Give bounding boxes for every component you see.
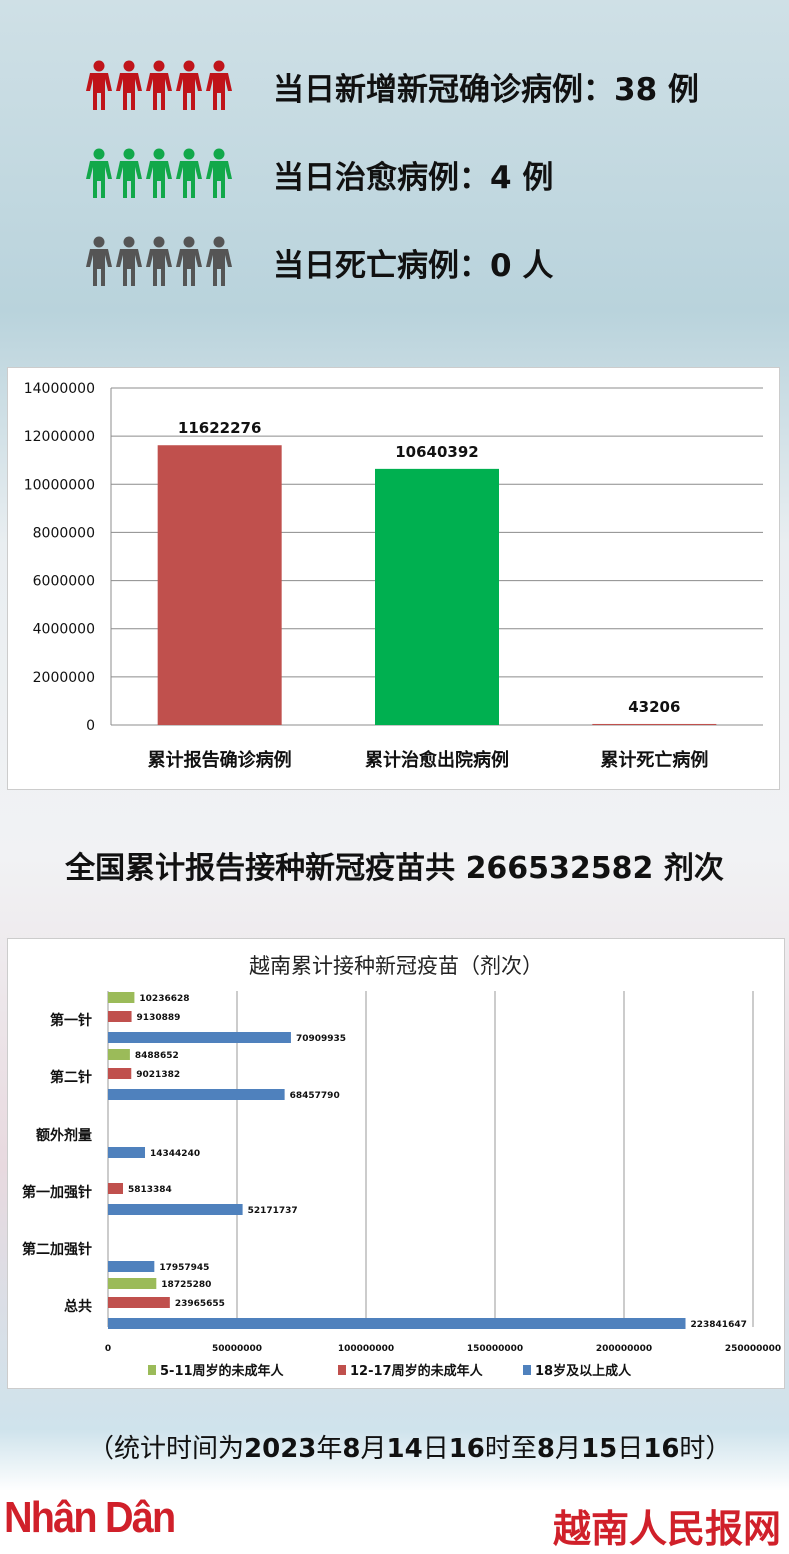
bar [108, 1278, 157, 1289]
person-icon [146, 236, 172, 286]
category-label: 累计死亡病例 [600, 749, 708, 771]
footer: Nhân Dân 越南人民报网 [0, 1490, 789, 1554]
stat-text: 当日新增新冠确诊病例：38 例 [273, 71, 699, 108]
category-label: 总共 [64, 1298, 92, 1315]
bar [108, 1297, 170, 1308]
person-icon [146, 60, 172, 110]
person-icon [86, 236, 112, 286]
vaccine-headline: 全国累计报告接种新冠疫苗共 266532582 剂次 [0, 843, 789, 887]
y-tick-label: 12000000 [24, 429, 95, 445]
x-tick-label: 50000000 [212, 1344, 262, 1354]
legend-swatch [338, 1365, 346, 1375]
legend-label: 18岁及以上成人 [535, 1363, 632, 1379]
data-label: 10236628 [139, 994, 189, 1004]
data-label: 9021382 [136, 1070, 180, 1080]
y-tick-label: 4000000 [33, 622, 95, 638]
legend-swatch [148, 1365, 156, 1375]
person-icon [116, 60, 142, 110]
data-label: 5813384 [128, 1185, 172, 1195]
data-label: 23965655 [175, 1299, 225, 1309]
category-label: 累计报告确诊病例 [148, 749, 292, 771]
person-icon [86, 148, 112, 198]
legend-label: 5-11周岁的未成年人 [160, 1363, 285, 1379]
category-label: 累计治愈出院病例 [365, 749, 509, 771]
bar [108, 1204, 243, 1215]
person-icon [116, 148, 142, 198]
people-icons [85, 236, 235, 288]
bar [592, 723, 717, 725]
data-label: 8488652 [135, 1051, 179, 1061]
data-label: 70909935 [296, 1034, 346, 1044]
bar [108, 1068, 132, 1079]
y-tick-label: 14000000 [24, 381, 95, 397]
bar [108, 1011, 132, 1022]
y-tick-label: 10000000 [24, 477, 95, 493]
people-icons [85, 60, 235, 112]
cases-chart: 0 2000000 4000000 6000000 8000000 10000000 120… [7, 367, 780, 790]
y-tick-label: 2000000 [33, 670, 95, 686]
data-label: 10640392 [395, 443, 479, 461]
daily-stat: 当日死亡病例：0 人 [85, 236, 553, 288]
x-tick-label: 0 [105, 1344, 111, 1354]
bar [108, 1261, 155, 1272]
data-label: 11622276 [178, 419, 262, 437]
category-label: 第二针 [50, 1069, 92, 1086]
bar [108, 1089, 285, 1100]
category-label: 第二加强针 [22, 1241, 92, 1258]
bar [375, 468, 499, 725]
person-icon [86, 60, 112, 110]
person-icon [176, 236, 202, 286]
data-label: 52171737 [248, 1206, 298, 1216]
headline-suffix: 剂次 [663, 851, 724, 886]
x-tick-label: 100000000 [338, 1344, 394, 1354]
bar [108, 992, 135, 1003]
daily-stat: 当日新增新冠确诊病例：38 例 [85, 60, 699, 112]
legend-swatch [523, 1365, 531, 1375]
y-tick-label: 6000000 [33, 574, 95, 590]
y-tick-label: 8000000 [33, 525, 95, 541]
daily-stat: 当日治愈病例：4 例 [85, 148, 553, 200]
y-tick-label: 0 [86, 718, 95, 734]
stat-text: 当日死亡病例：0 人 [273, 247, 554, 284]
stat-text: 当日治愈病例：4 例 [273, 159, 554, 196]
bar [108, 1032, 291, 1043]
bar [108, 1049, 130, 1060]
x-tick-label: 200000000 [596, 1344, 652, 1354]
bar [108, 1318, 686, 1329]
x-tick-label: 250000000 [725, 1344, 781, 1354]
data-label: 43206 [628, 698, 680, 716]
person-icon [206, 60, 232, 110]
category-label: 第一针 [50, 1012, 92, 1029]
bar [108, 1183, 123, 1194]
people-icons [85, 148, 235, 200]
headline-number: 266532582 [465, 851, 654, 886]
headline-prefix: 全国累计报告接种新冠疫苗共 [65, 851, 456, 886]
bar [157, 445, 282, 725]
person-icon [116, 236, 142, 286]
person-icon [176, 60, 202, 110]
data-label: 68457790 [290, 1091, 340, 1101]
x-tick-label: 150000000 [467, 1344, 523, 1354]
data-label: 17957945 [159, 1263, 209, 1273]
chart-title: 越南累计接种新冠疫苗（剂次） [249, 954, 543, 978]
person-icon [206, 236, 232, 286]
vaccine-chart: 越南累计接种新冠疫苗（剂次） 0 50000000 100000000 15000000… [7, 938, 785, 1389]
person-icon [206, 148, 232, 198]
data-label: 223841647 [691, 1320, 747, 1330]
data-label: 18725280 [161, 1280, 211, 1290]
nhandan-logo[interactable]: Nhân Dân [4, 1493, 176, 1542]
site-name-logo[interactable]: 越南人民报网 [552, 1507, 781, 1551]
data-label: 14344240 [150, 1149, 200, 1159]
legend-label: 12-17周岁的未成年人 [350, 1363, 484, 1379]
data-label: 9130889 [137, 1013, 181, 1023]
time-note: （统计时间为2023年8月14日16时至8月15日16时） [88, 1434, 732, 1464]
category-label: 第一加强针 [22, 1184, 92, 1201]
category-label: 额外剂量 [36, 1127, 92, 1144]
person-icon [146, 148, 172, 198]
bar [108, 1147, 146, 1158]
person-icon [176, 148, 202, 198]
